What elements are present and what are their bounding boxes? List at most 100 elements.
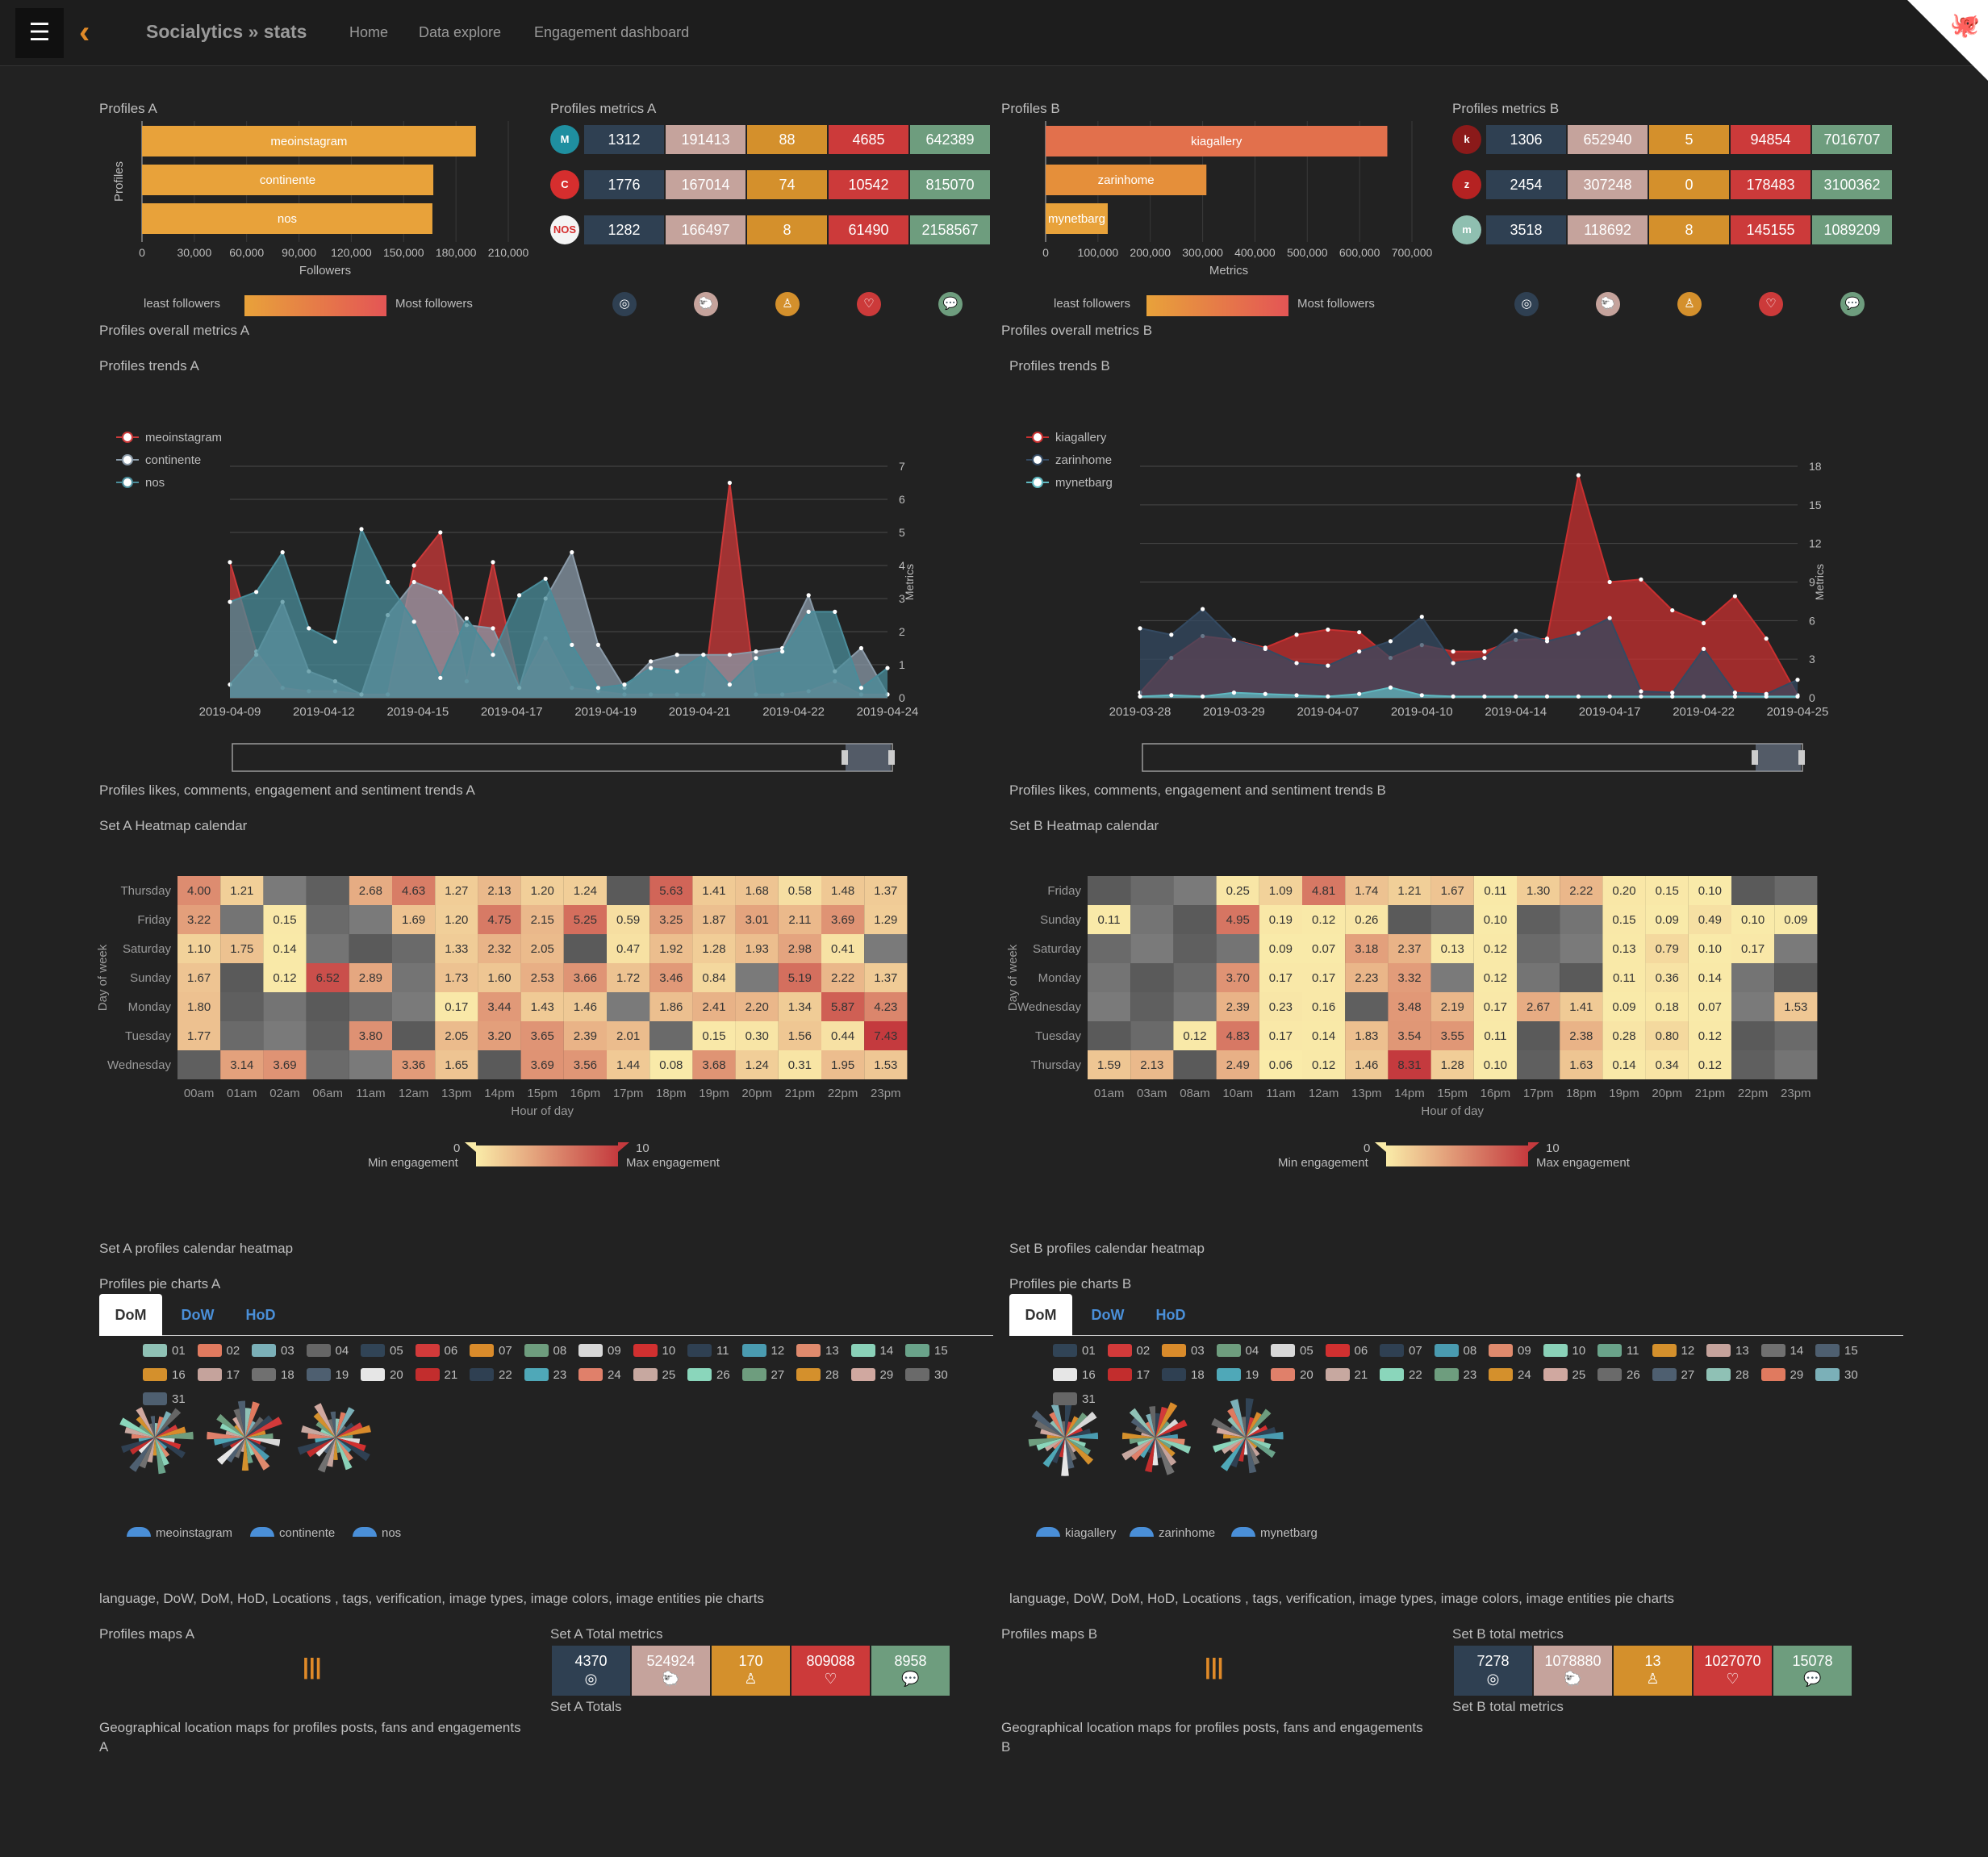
heat-cell[interactable] <box>1517 934 1560 963</box>
pie-slice[interactable] <box>129 1438 155 1472</box>
pie-legend-day-29[interactable]: 29 <box>1760 1368 1803 1382</box>
pie-legend-day-4[interactable]: 04 <box>1216 1344 1259 1358</box>
pie-slice[interactable] <box>336 1438 352 1453</box>
tab-dom-b[interactable]: DoM <box>1009 1294 1072 1336</box>
heat-cell[interactable] <box>178 905 221 934</box>
pie-slice[interactable] <box>155 1425 178 1438</box>
pie-slice[interactable] <box>1230 1438 1246 1442</box>
pie-slice[interactable] <box>1052 1438 1065 1450</box>
heat-cell[interactable] <box>1560 905 1603 934</box>
pie-legend-day-8[interactable]: 08 <box>524 1344 566 1358</box>
heat-cell[interactable] <box>1731 934 1775 963</box>
heat-cell[interactable] <box>735 963 779 992</box>
heat-cell[interactable] <box>1774 1050 1818 1079</box>
pie-slice[interactable] <box>1155 1402 1178 1438</box>
pie-legend-day-13[interactable]: 13 <box>796 1344 839 1358</box>
pie-slice[interactable] <box>225 1430 245 1438</box>
heat-cell[interactable] <box>178 876 221 905</box>
pie-slice[interactable] <box>1051 1438 1065 1463</box>
hamburger-menu-button[interactable]: ☰ <box>15 8 64 58</box>
pie-legend-day-25[interactable]: 25 <box>633 1368 675 1382</box>
heat-cell[interactable] <box>1173 1021 1217 1050</box>
pie-slice[interactable] <box>124 1426 155 1438</box>
data-point[interactable] <box>254 590 259 595</box>
data-point[interactable] <box>1544 694 1550 699</box>
heat-cell[interactable] <box>649 905 693 934</box>
pie-slice[interactable] <box>245 1433 274 1439</box>
pie-slice[interactable] <box>336 1438 366 1452</box>
heat-cell[interactable] <box>1774 963 1818 992</box>
data-point[interactable] <box>1764 694 1769 699</box>
pie-slice[interactable] <box>155 1431 194 1440</box>
app-brand[interactable]: Socialytics » stats <box>146 21 307 42</box>
pie-slice[interactable] <box>1134 1425 1155 1438</box>
pie-legend-day-7[interactable]: 07 <box>470 1344 512 1358</box>
pie-slice[interactable] <box>245 1401 260 1438</box>
nav-link-engagement-dashboard[interactable]: Engagement dashboard <box>534 24 690 40</box>
data-point[interactable] <box>1451 661 1456 666</box>
pie-slice[interactable] <box>237 1400 245 1438</box>
pie-slice[interactable] <box>1246 1398 1254 1438</box>
pie-slice[interactable] <box>336 1438 353 1471</box>
heat-cell[interactable] <box>778 876 821 905</box>
pie-legend-day-24[interactable]: 24 <box>1489 1368 1531 1382</box>
pie-slice[interactable] <box>245 1421 256 1438</box>
heat-cell[interactable] <box>1388 963 1431 992</box>
heat-cell[interactable] <box>563 963 607 992</box>
heat-cell[interactable] <box>607 992 650 1021</box>
heat-cell[interactable] <box>392 876 436 905</box>
heat-cell[interactable] <box>435 876 478 905</box>
pie-slice[interactable] <box>139 1424 155 1438</box>
zoom-handle-right[interactable] <box>1798 750 1805 765</box>
pie-slice[interactable] <box>1031 1410 1065 1438</box>
tab-dow-b[interactable]: DoW <box>1091 1307 1125 1323</box>
pie-slice[interactable] <box>1246 1438 1260 1465</box>
pie-slice[interactable] <box>1155 1438 1175 1475</box>
heat-cell[interactable] <box>306 963 349 992</box>
heat-cell[interactable] <box>1302 876 1346 905</box>
data-point[interactable] <box>1795 678 1800 682</box>
heat-visual-map[interactable] <box>1386 1145 1528 1166</box>
heat-cell[interactable] <box>478 1050 521 1079</box>
data-point[interactable] <box>1388 685 1393 690</box>
data-point[interactable] <box>1294 693 1299 698</box>
pie-slice[interactable] <box>245 1417 264 1438</box>
heat-cell[interactable] <box>821 905 865 934</box>
zoom-slider-window[interactable] <box>846 744 891 771</box>
data-point[interactable] <box>833 609 837 614</box>
heat-cell[interactable] <box>392 963 436 992</box>
heat-cell[interactable] <box>1259 1021 1302 1050</box>
pie-slice[interactable] <box>1155 1438 1172 1449</box>
data-point[interactable] <box>543 576 548 581</box>
pie-legend-day-1[interactable]: 01 <box>143 1344 186 1358</box>
pie-slice[interactable] <box>1065 1438 1086 1447</box>
pie-slice[interactable] <box>336 1412 346 1438</box>
heat-cell[interactable] <box>478 992 521 1021</box>
heat-cell[interactable] <box>1602 876 1646 905</box>
pie-slice[interactable] <box>138 1438 155 1454</box>
heat-cell[interactable] <box>1088 1021 1131 1050</box>
data-point[interactable] <box>1514 628 1518 633</box>
data-point[interactable] <box>411 579 416 585</box>
data-point[interactable] <box>1701 620 1706 626</box>
heat-cell[interactable] <box>1602 934 1646 963</box>
pie-legend-day-26[interactable]: 26 <box>1598 1368 1640 1382</box>
legend-item-nos[interactable]: nos <box>116 476 165 490</box>
heat-cell[interactable] <box>478 905 521 934</box>
pie-slice[interactable] <box>1241 1417 1246 1438</box>
data-point[interactable] <box>858 645 863 651</box>
pie-slice[interactable] <box>1065 1438 1077 1461</box>
heat-cell[interactable] <box>520 963 564 992</box>
pie-slice[interactable] <box>336 1425 346 1438</box>
heat-cell[interactable] <box>778 1050 821 1079</box>
pie-slice[interactable] <box>245 1438 266 1452</box>
heat-cell[interactable] <box>306 992 349 1021</box>
heat-cell[interactable] <box>1216 963 1259 992</box>
pie-slice[interactable] <box>1246 1425 1268 1438</box>
data-point[interactable] <box>701 653 706 657</box>
heat-cell[interactable] <box>1173 905 1217 934</box>
pie-slice[interactable] <box>147 1438 155 1463</box>
heat-cell[interactable] <box>349 876 392 905</box>
heat-cell[interactable] <box>1216 905 1259 934</box>
heat-cell[interactable] <box>349 963 392 992</box>
